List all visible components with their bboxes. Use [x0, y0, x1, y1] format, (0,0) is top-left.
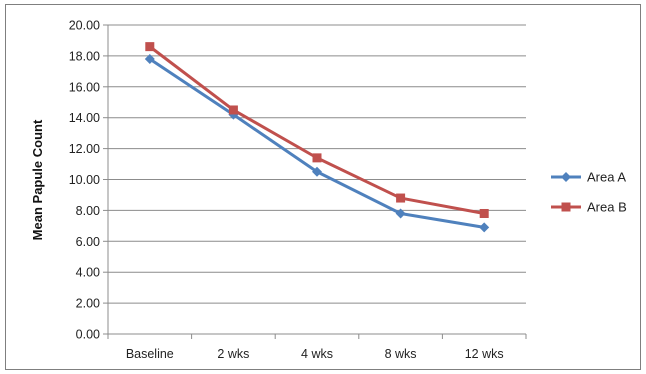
y-tick-label: 6.00 [76, 235, 100, 249]
x-tick-label: 4 wks [301, 347, 333, 361]
data-point-area-b [479, 208, 489, 218]
legend: Area A Area B [551, 170, 627, 215]
x-tick-labels: Baseline 2 wks 4 wks 8 wks 12 wks [126, 347, 504, 361]
data-point-area-b [396, 193, 406, 203]
series [144, 42, 490, 233]
y-tick-label: 18.00 [69, 49, 100, 63]
y-tick-labels: 0.00 2.00 4.00 6.00 8.00 10.00 12.00 14.00 16.00… [69, 19, 100, 342]
y-tick-label: 4.00 [76, 266, 100, 280]
legend-label-area-a: Area A [587, 170, 626, 185]
axes [103, 24, 527, 339]
x-tick-label: Baseline [126, 347, 174, 361]
y-tick-label: 16.00 [69, 80, 100, 94]
data-point-area-a [479, 222, 490, 233]
y-tick-label: 14.00 [69, 111, 100, 125]
data-point-area-a [144, 53, 155, 64]
legend-marker-area-a [561, 172, 571, 182]
data-point-area-b [312, 153, 322, 163]
data-point-area-a [395, 208, 406, 219]
legend-label-area-b: Area B [587, 200, 627, 215]
x-tick-label: 12 wks [465, 347, 504, 361]
series-line-area-b [148, 45, 485, 215]
y-axis-label: Mean Papule Count [30, 119, 45, 240]
y-tick-label: 10.00 [69, 173, 100, 187]
data-point-area-a [312, 166, 322, 177]
chart-frame [5, 4, 641, 370]
y-tick-label: 2.00 [76, 297, 100, 311]
gridlines [108, 24, 526, 304]
y-tick-label: 8.00 [76, 204, 100, 218]
data-point-area-b [145, 42, 155, 52]
y-tick-label: 0.00 [76, 328, 100, 342]
x-tick-label: 2 wks [217, 347, 249, 361]
x-tick-label: 8 wks [385, 347, 417, 361]
y-tick-label: 20.00 [69, 19, 100, 33]
legend-marker-area-b [561, 202, 571, 212]
data-point-area-b [228, 105, 238, 115]
y-tick-label: 12.00 [69, 142, 100, 156]
